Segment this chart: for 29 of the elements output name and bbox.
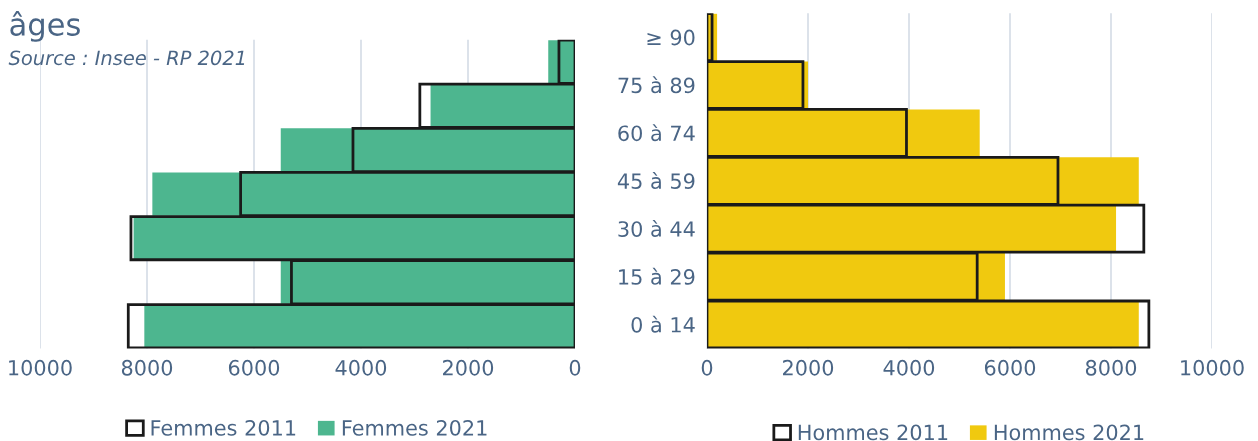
y-tick-label: 0 à 14 [631, 315, 695, 333]
y-tick-label: 45 à 59 [617, 172, 695, 190]
x-tick-label: 2000 [783, 359, 834, 376]
x-tick-label: 6000 [228, 359, 280, 376]
bar [707, 109, 980, 157]
x-tick-label: 4000 [335, 359, 387, 376]
y-tick-label: 60 à 74 [618, 124, 695, 142]
x-tick-label: 10000 [1181, 359, 1244, 376]
y-tick-label: ≥ 90 [647, 29, 695, 46]
y-tick-label: 15 à 29 [619, 267, 695, 285]
y-tick-label: 75 à 89 [618, 76, 695, 94]
x-tick-label: 2000 [443, 359, 494, 376]
x-tick-label: 6000 [984, 359, 1036, 376]
x-tick-label: 0 [569, 359, 581, 376]
bar [280, 128, 575, 172]
bar [152, 172, 575, 216]
x-tick-label: 4000 [883, 359, 935, 376]
chart-title: âges [10, 11, 80, 42]
y-tick-label: 30 à 44 [618, 219, 695, 237]
legend-label: Femmes 2021 [342, 419, 487, 436]
x-tick-label: 8000 [1085, 359, 1137, 376]
annotation: Source : Insee - RP 2021 [8, 50, 245, 66]
legend-label: Hommes 2011 [798, 424, 948, 441]
legend-label: Hommes 2021 [994, 424, 1144, 441]
x-tick-label: 0 [701, 359, 713, 376]
x-tick-label: 8000 [121, 359, 173, 376]
legend-label: Femmes 2011 [151, 419, 296, 436]
x-tick-label: 10000 [9, 359, 72, 376]
bar [707, 157, 1139, 205]
